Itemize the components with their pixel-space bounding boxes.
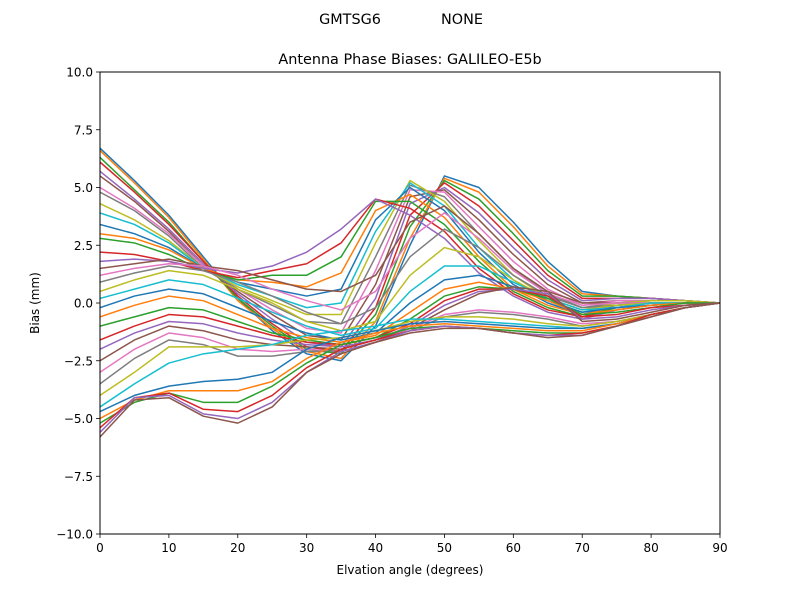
x-axis-ticks: 0 10 20 30 40 50 60 70 80 90 — [96, 534, 728, 555]
x-tick-label: 30 — [299, 541, 314, 555]
x-tick-label: 70 — [575, 541, 590, 555]
series-line-s32 — [100, 302, 720, 420]
y-tick-label: −10.0 — [56, 528, 93, 542]
series-lines — [100, 147, 720, 438]
y-axis-label: Bias (mm) — [28, 272, 42, 334]
x-axis-label: Elvation angle (degrees) — [337, 563, 484, 577]
plot-area — [100, 147, 720, 438]
x-tick-label: 10 — [161, 541, 176, 555]
series-line-s19 — [100, 246, 720, 332]
y-tick-label: −5.0 — [64, 412, 93, 426]
series-line-s29 — [100, 302, 720, 397]
x-tick-label: 90 — [712, 541, 727, 555]
x-tick-label: 60 — [506, 541, 521, 555]
x-tick-label: 40 — [368, 541, 383, 555]
x-tick-label: 80 — [643, 541, 658, 555]
series-line-s22 — [100, 281, 720, 344]
y-tick-label: 7.5 — [74, 123, 93, 137]
suptitle-right: NONE — [441, 12, 483, 28]
suptitle-left: GMTSG6 — [319, 12, 381, 28]
y-tick-label: 10.0 — [66, 66, 93, 80]
chart-title: Antenna Phase Biases: GALILEO-E5b — [278, 52, 541, 68]
series-line-s36 — [100, 302, 720, 438]
x-tick-label: 50 — [437, 541, 452, 555]
y-tick-label: 0.0 — [74, 297, 93, 311]
series-line-s17 — [100, 212, 720, 311]
y-tick-label: 5.0 — [74, 181, 93, 195]
series-line-s21 — [100, 274, 720, 341]
y-tick-label: −2.5 — [64, 354, 93, 368]
x-tick-label: 0 — [96, 541, 104, 555]
y-tick-label: −7.5 — [64, 470, 93, 484]
y-axis-ticks: −10.0 −7.5 −5.0 −2.5 0.0 2.5 5.0 7.5 10.0 — [56, 66, 100, 542]
y-tick-label: 2.5 — [74, 239, 93, 253]
x-tick-label: 20 — [230, 541, 245, 555]
series-line-s05 — [100, 170, 720, 348]
